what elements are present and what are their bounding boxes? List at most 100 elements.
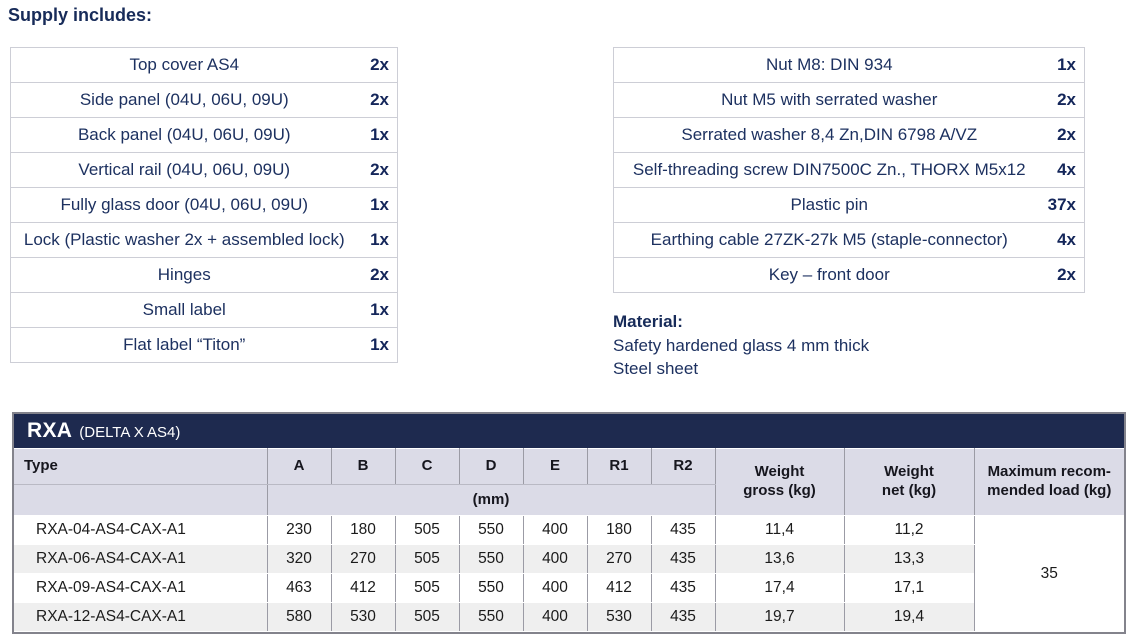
- empty-header-cell: [14, 484, 268, 516]
- spec-cell-weight-net: 13,3: [843, 544, 974, 574]
- spec-table-title: RXA: [27, 419, 73, 442]
- spec-row: RXA-06-AS4-CAX-A1 320 270 505 550 400 27…: [14, 544, 1124, 574]
- supply-item-label: Side panel (04U, 06U, 09U): [10, 82, 358, 118]
- spec-cell: 505: [394, 602, 460, 632]
- col-header-a: A: [266, 448, 332, 485]
- supply-row: Small label 1x: [10, 292, 398, 328]
- supply-table-left: Top cover AS4 2x Side panel (04U, 06U, 0…: [10, 47, 398, 363]
- supply-item-qty: 2x: [1044, 82, 1085, 118]
- col-header-r1: R1: [586, 448, 652, 485]
- material-section: Material: Safety hardened glass 4 mm thi…: [613, 312, 869, 380]
- material-line: Steel sheet: [613, 359, 699, 378]
- supply-item-qty: 1x: [357, 117, 398, 153]
- spec-cell-max-load: 35: [973, 515, 1124, 632]
- supply-item-label: Back panel (04U, 06U, 09U): [10, 117, 358, 153]
- supply-item-qty: 2x: [357, 257, 398, 293]
- material-line: Safety hardened glass 4 mm thick: [613, 336, 870, 355]
- supply-item-label: Self-threading screw DIN7500C Zn., THORX…: [613, 152, 1045, 188]
- page-title: Supply includes:: [8, 5, 153, 25]
- supply-item-qty: 1x: [1057, 55, 1076, 74]
- spec-cell-weight-net: 17,1: [843, 573, 974, 603]
- spec-cell: 580: [266, 602, 332, 632]
- spec-cell: 505: [394, 573, 460, 603]
- spec-row: RXA-04-AS4-CAX-A1 230 180 505 550 400 18…: [14, 515, 1124, 632]
- spec-cell: 463: [266, 573, 332, 603]
- spec-cell: 180: [586, 515, 652, 545]
- supply-item-label: Top cover AS4: [129, 55, 240, 74]
- spec-cell: 550: [458, 515, 524, 545]
- supply-item-qty: 1x: [357, 222, 398, 258]
- spec-table-title-band: RXA (DELTA X AS4): [14, 414, 1124, 448]
- supply-row: Hinges 2x: [10, 257, 398, 293]
- supply-item-label: Serrated washer 8,4 Zn,DIN 6798 A/VZ: [613, 117, 1045, 153]
- spec-cell: 505: [394, 544, 460, 574]
- supply-table-right: Nut M8: DIN 934 1x Nut M5 with serrated …: [613, 47, 1085, 293]
- spec-cell: 435: [650, 515, 716, 545]
- supply-row: Flat label “Titon” 1x: [10, 327, 398, 363]
- spec-cell: 505: [394, 515, 460, 545]
- col-header-e: E: [522, 448, 588, 485]
- supply-item-qty: 2x: [1044, 257, 1085, 293]
- spec-cell: 435: [650, 573, 716, 603]
- supply-item-qty: 2x: [1044, 117, 1085, 153]
- spec-cell: 530: [586, 602, 652, 632]
- supply-item-label: Hinges: [10, 257, 358, 293]
- spec-table-subtitle: (DELTA X AS4): [79, 424, 181, 441]
- supply-row: Back panel (04U, 06U, 09U) 1x: [10, 117, 398, 153]
- spec-cell: 230: [266, 515, 332, 545]
- supply-row: Vertical rail (04U, 06U, 09U) 2x: [10, 152, 398, 188]
- supply-item-qty: 37x: [1044, 187, 1085, 223]
- col-header-r2: R2: [650, 448, 716, 485]
- unit-header-cell: (mm): [266, 484, 715, 516]
- supply-row: Top cover AS4 2x: [11, 48, 398, 83]
- supply-row: Nut M5 with serrated washer 2x: [613, 82, 1085, 118]
- supply-item-qty: 1x: [357, 327, 398, 363]
- supply-item-label: Vertical rail (04U, 06U, 09U): [10, 152, 358, 188]
- spec-cell-type: RXA-06-AS4-CAX-A1: [14, 544, 268, 574]
- col-header-weight-gross: Weight gross (kg): [714, 448, 845, 516]
- supply-item-label: Nut M5 with serrated washer: [613, 82, 1045, 118]
- spec-cell: 412: [330, 573, 396, 603]
- spec-cell-weight-gross: 17,4: [714, 573, 845, 603]
- spec-cell: 320: [266, 544, 332, 574]
- spec-table: RXA (DELTA X AS4) Type A B C D E R1 R2: [12, 412, 1126, 634]
- spec-cell-type: RXA-09-AS4-CAX-A1: [14, 573, 268, 603]
- spec-cell: 550: [458, 573, 524, 603]
- spec-cell: 270: [330, 544, 396, 574]
- supply-row: Plastic pin 37x: [613, 187, 1085, 223]
- supply-item-label: Fully glass door (04U, 06U, 09U): [10, 187, 358, 223]
- spec-cell-weight-net: 11,2: [843, 515, 975, 545]
- spec-row: RXA-12-AS4-CAX-A1 580 530 505 550 400 53…: [14, 602, 1124, 632]
- supply-item-qty: 2x: [357, 82, 398, 118]
- supply-item-qty: 1x: [357, 187, 398, 223]
- spec-cell: 400: [522, 573, 588, 603]
- supply-item-qty: 1x: [357, 292, 398, 328]
- supply-item-label: Small label: [10, 292, 358, 328]
- supply-row: Nut M8: DIN 934 1x: [614, 48, 1085, 83]
- supply-item-qty: 4x: [1044, 152, 1085, 188]
- col-header-c: C: [394, 448, 460, 485]
- spec-cell: 270: [586, 544, 652, 574]
- supply-item-label: Earthing cable 27ZK-27k M5 (staple-conne…: [613, 222, 1045, 258]
- spec-cell: 400: [522, 544, 588, 574]
- supply-row: Side panel (04U, 06U, 09U) 2x: [10, 82, 398, 118]
- col-header-d: D: [458, 448, 524, 485]
- supply-item-qty: 2x: [370, 55, 389, 74]
- spec-cell-type: RXA-12-AS4-CAX-A1: [14, 602, 268, 632]
- supply-row: Earthing cable 27ZK-27k M5 (staple-conne…: [613, 222, 1085, 258]
- spec-cell-weight-net: 19,4: [843, 602, 974, 632]
- spec-row: RXA-09-AS4-CAX-A1 463 412 505 550 400 41…: [14, 573, 1124, 603]
- spec-cell: 550: [458, 602, 524, 632]
- supply-item-label: Key – front door: [613, 257, 1045, 293]
- col-header-weight-net: Weight net (kg): [843, 448, 975, 516]
- spec-cell: 530: [330, 602, 396, 632]
- spec-header-row: Type A B C D E R1 R2 Weight gross (kg) W…: [14, 448, 1124, 516]
- col-header-b: B: [330, 448, 396, 485]
- spec-cell: 435: [650, 602, 716, 632]
- spec-cell: 550: [458, 544, 524, 574]
- supply-row: Lock (Plastic washer 2x + assembled lock…: [10, 222, 398, 258]
- spec-cell-weight-gross: 11,4: [714, 515, 845, 545]
- supply-row: Self-threading screw DIN7500C Zn., THORX…: [613, 152, 1085, 188]
- spec-cell: 400: [522, 515, 588, 545]
- spec-cell: 412: [586, 573, 652, 603]
